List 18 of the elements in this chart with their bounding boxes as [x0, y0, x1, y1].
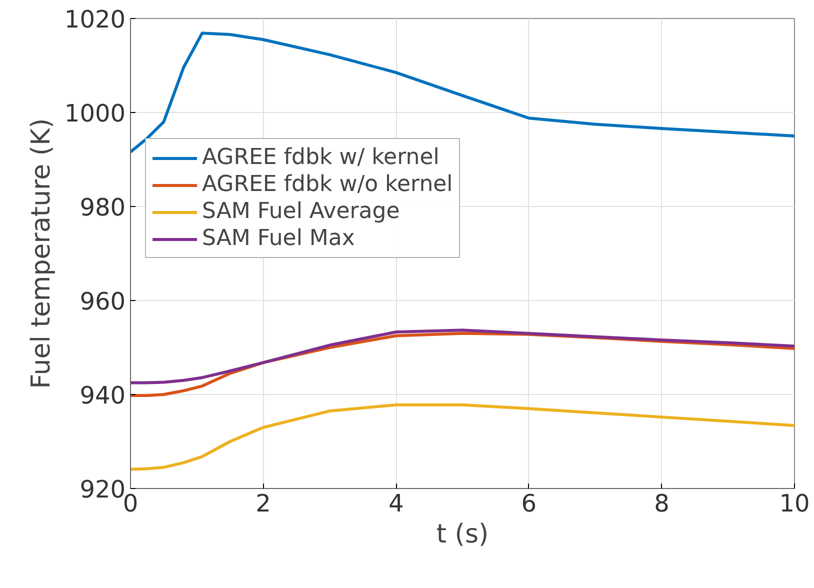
y-tick-label: 960 [80, 288, 126, 316]
y-tick-label: 980 [80, 194, 126, 222]
x-axis-title: t (s) [436, 520, 489, 550]
y-tick-label: 940 [80, 382, 126, 410]
x-tick-label: 4 [388, 490, 404, 518]
line-series [130, 328, 794, 384]
y-tick-label: 1000 [64, 100, 126, 128]
x-tick-label: 10 [779, 490, 810, 518]
x-tick-label: 2 [256, 490, 271, 518]
legend-label: SAM Fuel Max [202, 226, 355, 251]
x-tick-label: 8 [654, 490, 670, 518]
y-axis-title: Fuel temperature (K) [26, 118, 56, 389]
legend-label: SAM Fuel Average [202, 199, 400, 224]
legend-label: AGREE fdbk w/ kernel [202, 145, 440, 170]
x-tick-label: 6 [521, 490, 537, 518]
line-series [130, 403, 794, 471]
y-tick-label: 1020 [64, 6, 126, 34]
legend-label: AGREE fdbk w/o kernel [202, 172, 453, 197]
